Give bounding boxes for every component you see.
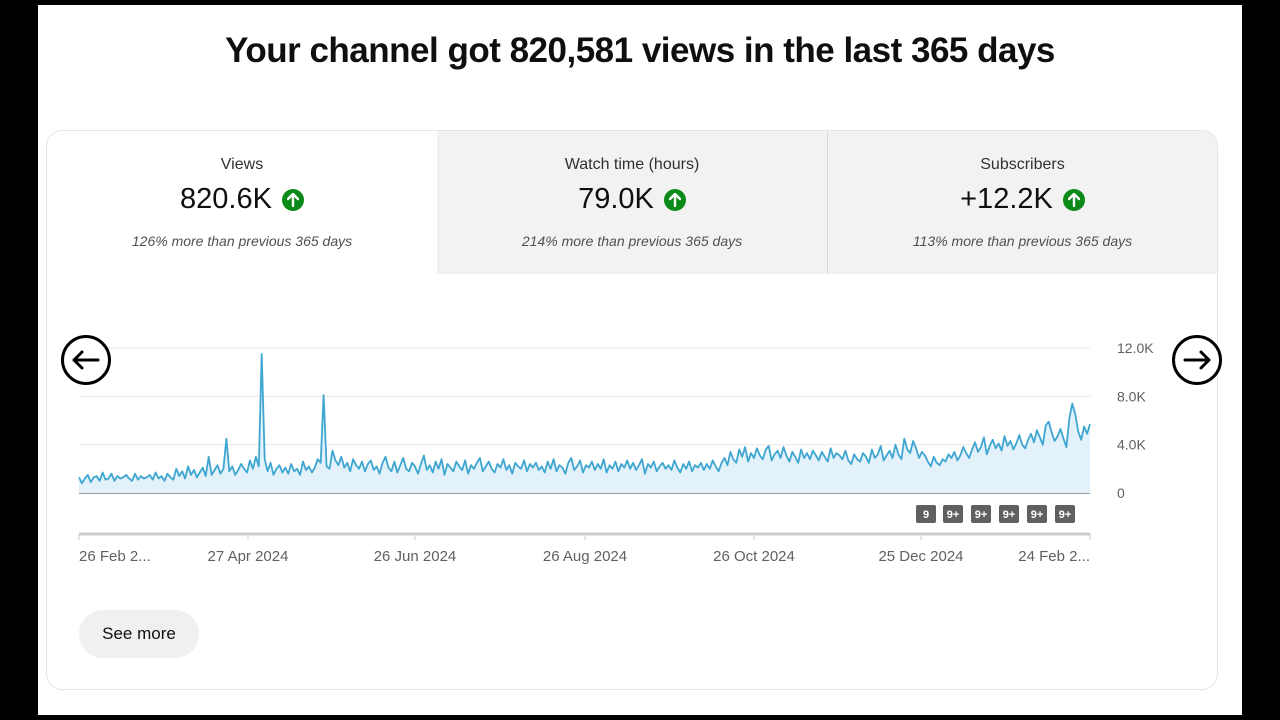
x-tick-label: 26 Oct 2024 (713, 548, 795, 565)
badge (943, 505, 963, 523)
tab-value: 820.6K (180, 183, 272, 215)
tab-title: Watch time (hours) (564, 156, 700, 173)
page-title: Your channel got 820,581 views in the la… (225, 31, 1055, 70)
badge (971, 505, 991, 523)
x-tick-label: 26 Feb 2... (79, 548, 151, 565)
y-tick-label: 4.0K (1117, 437, 1146, 453)
tab-views[interactable]: Views 820.6K 126% more than previous 365… (47, 131, 437, 274)
badge-label: 9 (923, 509, 929, 521)
x-tick-label: 25 Dec 2024 (878, 548, 963, 565)
arrow-left-icon (72, 350, 100, 370)
x-tick-label: 26 Jun 2024 (374, 548, 457, 565)
y-tick-label: 0 (1117, 485, 1125, 501)
x-tick-label: 26 Aug 2024 (543, 548, 627, 565)
next-button[interactable] (1172, 335, 1222, 385)
tab-delta: 214% more than previous 365 days (521, 233, 743, 249)
analytics-card: Views 820.6K 126% more than previous 365… (46, 130, 1218, 690)
trend-up-icon (1062, 188, 1085, 211)
y-tick-label: 8.0K (1117, 388, 1146, 404)
badge-label: 9+ (1003, 509, 1016, 521)
badge (1027, 505, 1047, 523)
views-line (78, 353, 1091, 485)
badge-label: 9+ (947, 509, 960, 521)
x-tick-label: 24 Feb 2... (1018, 548, 1090, 565)
arrow-right-icon (1183, 350, 1211, 370)
metric-tabs: Views 820.6K 126% more than previous 365… (47, 131, 1217, 274)
tab-title: Subscribers (980, 156, 1065, 173)
badge (1055, 505, 1075, 523)
tab-value: +12.2K (960, 183, 1053, 215)
trend-up-icon (281, 188, 304, 211)
tab-delta: 126% more than previous 365 days (131, 233, 353, 249)
tab-delta: 113% more than previous 365 days (912, 233, 1133, 249)
trend-up-icon (663, 188, 686, 211)
tab-value: 79.0K (578, 183, 654, 215)
tab-title: Views (220, 156, 264, 173)
badge (916, 505, 936, 523)
previous-button[interactable] (61, 335, 111, 385)
x-tick-label: 27 Apr 2024 (208, 548, 289, 565)
analytics-page: Your channel got 820,581 views in the la… (38, 5, 1242, 715)
tab-watch-time[interactable]: Watch time (hours) 79.0K 214% more than … (437, 131, 827, 274)
badge-label: 9+ (975, 509, 988, 521)
y-tick-label: 12.0K (1117, 340, 1154, 356)
badge-label: 9+ (1059, 509, 1072, 521)
badge-label: 9+ (1031, 509, 1044, 521)
tab-subscribers[interactable]: Subscribers +12.2K 113% more than previo… (827, 131, 1217, 274)
views-area (79, 354, 1090, 493)
see-more-button[interactable]: See more (79, 610, 199, 658)
badge (999, 505, 1019, 523)
